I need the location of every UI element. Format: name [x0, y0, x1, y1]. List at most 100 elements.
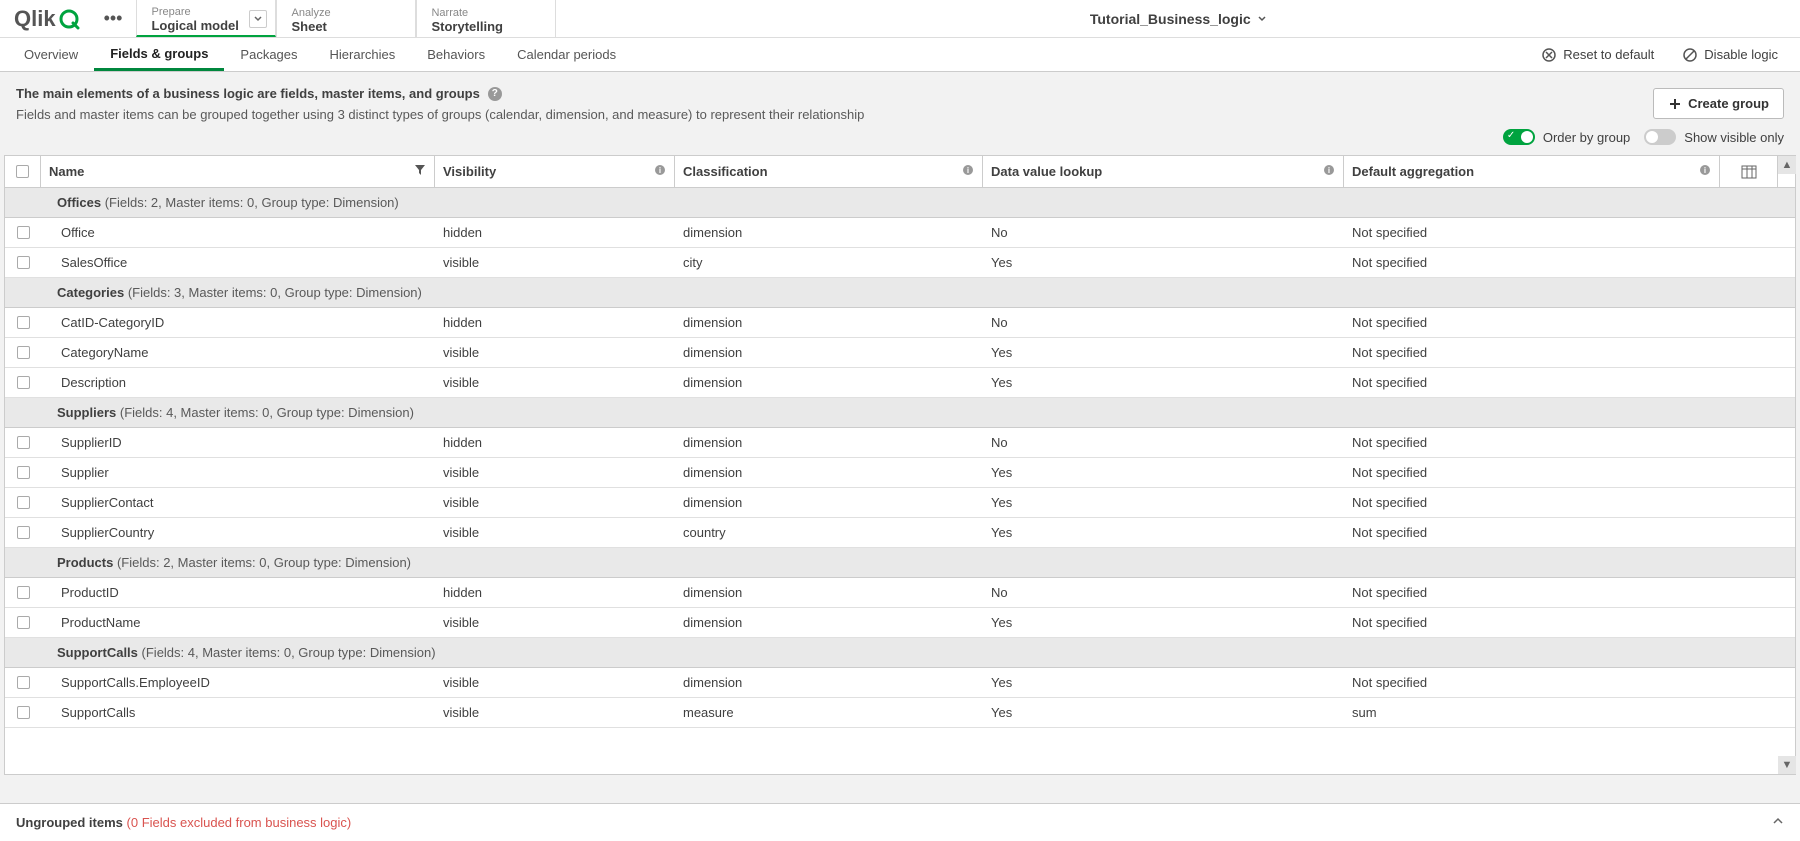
header-aggregation[interactable]: Default aggregation i: [1344, 156, 1720, 187]
chevron-down-icon[interactable]: [249, 10, 267, 28]
cell-classification: dimension: [675, 368, 983, 397]
toggle-switch-on[interactable]: [1503, 129, 1535, 145]
info-icon[interactable]: i: [654, 164, 666, 179]
reset-to-default-button[interactable]: Reset to default: [1527, 38, 1668, 71]
checkbox[interactable]: [17, 346, 30, 359]
table-row[interactable]: SupplierCountryvisiblecountryYesNot spec…: [5, 518, 1795, 548]
group-header[interactable]: Categories (Fields: 3, Master items: 0, …: [5, 278, 1795, 308]
create-group-button[interactable]: Create group: [1653, 88, 1784, 119]
cell-aggregation: Not specified: [1344, 338, 1720, 367]
order-by-group-toggle[interactable]: Order by group: [1503, 129, 1630, 145]
cell-actions: [1720, 308, 1778, 337]
nav-narrate[interactable]: Narrate Storytelling: [416, 0, 556, 37]
show-visible-only-toggle[interactable]: Show visible only: [1644, 129, 1784, 145]
row-checkbox[interactable]: [5, 248, 41, 277]
row-checkbox[interactable]: [5, 488, 41, 517]
cell-aggregation: Not specified: [1344, 488, 1720, 517]
table-row[interactable]: ProductNamevisibledimensionYesNot specif…: [5, 608, 1795, 638]
info-icon[interactable]: i: [962, 164, 974, 179]
scroll-down-icon[interactable]: ▼: [1778, 756, 1796, 774]
table-row[interactable]: SuppliervisibledimensionYesNot specified: [5, 458, 1795, 488]
header-classification[interactable]: Classification i: [675, 156, 983, 187]
table-row[interactable]: CatID-CategoryIDhiddendimensionNoNot spe…: [5, 308, 1795, 338]
row-checkbox[interactable]: [5, 458, 41, 487]
row-checkbox[interactable]: [5, 338, 41, 367]
checkbox[interactable]: [17, 676, 30, 689]
description-subtitle: Fields and master items can be grouped t…: [16, 107, 1503, 122]
reset-icon: [1541, 47, 1557, 63]
table-row[interactable]: OfficehiddendimensionNoNot specified: [5, 218, 1795, 248]
tab-packages[interactable]: Packages: [224, 38, 313, 71]
table-row[interactable]: SupplierIDhiddendimensionNoNot specified: [5, 428, 1795, 458]
row-checkbox[interactable]: [5, 608, 41, 637]
table-body: Offices (Fields: 2, Master items: 0, Gro…: [5, 188, 1795, 774]
group-header[interactable]: Suppliers (Fields: 4, Master items: 0, G…: [5, 398, 1795, 428]
tab-hierarchies[interactable]: Hierarchies: [314, 38, 412, 71]
checkbox[interactable]: [17, 496, 30, 509]
checkbox[interactable]: [17, 616, 30, 629]
info-icon[interactable]: i: [1699, 164, 1711, 179]
nav-prepare-big: Logical model: [151, 18, 263, 33]
header-visibility-text: Visibility: [443, 164, 496, 179]
help-icon[interactable]: ?: [488, 87, 502, 101]
app-title[interactable]: Tutorial_Business_logic: [556, 0, 1800, 37]
checkbox[interactable]: [17, 586, 30, 599]
table-row[interactable]: ProductIDhiddendimensionNoNot specified: [5, 578, 1795, 608]
checkbox[interactable]: [17, 436, 30, 449]
table-row[interactable]: SupportCalls.EmployeeIDvisibledimensionY…: [5, 668, 1795, 698]
checkbox[interactable]: [17, 466, 30, 479]
header-checkbox[interactable]: [5, 156, 41, 187]
table-row[interactable]: SupportCallsvisiblemeasureYessum: [5, 698, 1795, 728]
checkbox[interactable]: [17, 706, 30, 719]
footer-excluded: (0 Fields excluded from business logic): [127, 815, 352, 830]
checkbox[interactable]: [17, 376, 30, 389]
cell-name: SupplierID: [41, 428, 435, 457]
tab-fields-groups[interactable]: Fields & groups: [94, 38, 224, 71]
disable-logic-button[interactable]: Disable logic: [1668, 38, 1792, 71]
group-header[interactable]: Offices (Fields: 2, Master items: 0, Gro…: [5, 188, 1795, 218]
header-visibility[interactable]: Visibility i: [435, 156, 675, 187]
checkbox[interactable]: [17, 316, 30, 329]
checkbox[interactable]: [17, 526, 30, 539]
header-columns[interactable]: [1720, 156, 1778, 187]
info-icon[interactable]: i: [1323, 164, 1335, 179]
scroll-up-icon[interactable]: ▲: [1778, 156, 1796, 174]
table-row[interactable]: CategoryNamevisibledimensionYesNot speci…: [5, 338, 1795, 368]
cell-aggregation: Not specified: [1344, 218, 1720, 247]
row-checkbox[interactable]: [5, 668, 41, 697]
header-lookup[interactable]: Data value lookup i: [983, 156, 1344, 187]
row-checkbox[interactable]: [5, 578, 41, 607]
tab-behaviors[interactable]: Behaviors: [411, 38, 501, 71]
row-checkbox[interactable]: [5, 428, 41, 457]
row-checkbox[interactable]: [5, 518, 41, 547]
ungrouped-footer[interactable]: Ungrouped items (0 Fields excluded from …: [0, 803, 1800, 841]
tab-calendar-periods[interactable]: Calendar periods: [501, 38, 632, 71]
table-row[interactable]: SalesOfficevisiblecityYesNot specified: [5, 248, 1795, 278]
expand-icon[interactable]: [1772, 814, 1784, 832]
header-name[interactable]: Name: [41, 156, 435, 187]
table-row[interactable]: DescriptionvisibledimensionYesNot specif…: [5, 368, 1795, 398]
columns-icon: [1741, 165, 1757, 179]
svg-text:i: i: [1704, 166, 1706, 175]
table-row[interactable]: SupplierContactvisibledimensionYesNot sp…: [5, 488, 1795, 518]
group-header[interactable]: Products (Fields: 2, Master items: 0, Gr…: [5, 548, 1795, 578]
toggle-switch-off[interactable]: [1644, 129, 1676, 145]
cell-actions: [1720, 668, 1778, 697]
group-header[interactable]: SupportCalls (Fields: 4, Master items: 0…: [5, 638, 1795, 668]
nav-prepare[interactable]: Prepare Logical model: [136, 0, 276, 37]
more-menu[interactable]: •••: [90, 0, 137, 37]
cell-aggregation: Not specified: [1344, 458, 1720, 487]
row-checkbox[interactable]: [5, 308, 41, 337]
cell-aggregation: Not specified: [1344, 578, 1720, 607]
checkbox[interactable]: [16, 165, 29, 178]
checkbox[interactable]: [17, 226, 30, 239]
checkbox[interactable]: [17, 256, 30, 269]
nav-analyze[interactable]: Analyze Sheet: [276, 0, 416, 37]
row-checkbox[interactable]: [5, 218, 41, 247]
row-checkbox[interactable]: [5, 698, 41, 727]
filter-icon[interactable]: [414, 164, 426, 179]
brand-logo[interactable]: Qlik: [0, 0, 90, 37]
row-checkbox[interactable]: [5, 368, 41, 397]
tab-overview[interactable]: Overview: [8, 38, 94, 71]
nav-narrate-small: Narrate: [431, 7, 543, 19]
